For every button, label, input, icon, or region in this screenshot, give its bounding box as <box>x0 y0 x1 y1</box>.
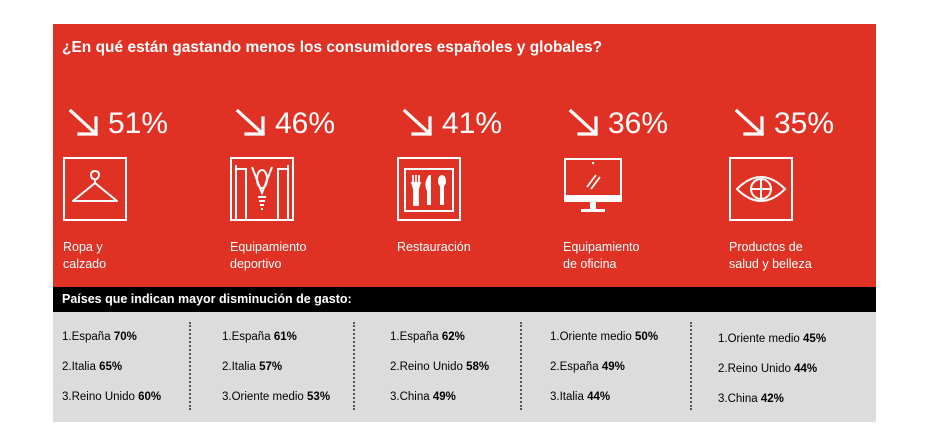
category-label: Productos de salud y belleza <box>729 240 812 271</box>
category-restaurants: 41% Restauración <box>387 104 547 284</box>
percent-value: 41% <box>442 107 503 140</box>
countries-column: 1.España 61% 2.Italia 57% 3.Oriente medi… <box>222 330 382 420</box>
country-entry: 1.España 62% <box>390 331 465 343</box>
percent-row: 46% <box>233 104 335 144</box>
country-entry: 2.España 49% <box>550 361 625 373</box>
country-entry: 2.Reino Unido 58% <box>390 361 490 373</box>
country-entry: 3.Italia 44% <box>550 391 611 403</box>
category-office: 36% Equipamiento de oficina <box>553 104 713 284</box>
countries-column: 1.España 70% 2.Italia 65% 3.Reino Unido … <box>62 330 222 420</box>
percent-value: 46% <box>275 107 336 140</box>
country-entry: 3.Reino Unido 60% <box>62 391 162 403</box>
arrow-down-right-icon <box>68 108 99 137</box>
country-entry: 2.Italia 57% <box>222 361 283 373</box>
category-clothing: 51% Ropa y calzado <box>53 104 213 284</box>
category-label: Equipamiento de oficina <box>563 240 640 271</box>
arrow-down-right-icon <box>402 108 433 137</box>
country-entry: 1.España 70% <box>62 331 137 343</box>
percent-value: 35% <box>774 107 835 140</box>
column-separator <box>690 322 692 410</box>
infographic-panel: ¿En qué están gastando menos los consumi… <box>53 24 876 422</box>
arrow-down-right-icon <box>235 108 266 137</box>
column-separator <box>353 322 355 410</box>
country-entry: 1.España 61% <box>222 331 297 343</box>
country-entry: 2.Italia 65% <box>62 361 123 373</box>
category-health-beauty: 35% Productos de salud y belleza <box>719 104 879 284</box>
percent-row: 36% <box>566 104 668 144</box>
countries-column: 1.Oriente medio 50% 2.España 49% 3.Itali… <box>550 330 710 420</box>
category-label: Ropa y calzado <box>63 240 107 271</box>
column-separator <box>520 322 522 410</box>
percent-row: 51% <box>66 104 168 144</box>
country-entry: 3.China 42% <box>718 393 784 405</box>
category-label: Restauración <box>397 240 471 254</box>
percent-row: 35% <box>732 104 834 144</box>
hanger-icon <box>63 157 127 221</box>
arrow-down-right-icon <box>568 108 599 137</box>
sports-jersey-icon <box>230 157 294 221</box>
infographic-title: ¿En qué están gastando menos los consumi… <box>62 39 603 56</box>
countries-column: 1.Oriente medio 45% 2.Reino Unido 44% 3.… <box>718 332 878 422</box>
red-section: ¿En qué están gastando menos los consumi… <box>53 24 876 287</box>
country-entry: 3.China 49% <box>390 391 456 403</box>
country-entry: 2.Reino Unido 44% <box>718 363 818 375</box>
country-entry: 1.Oriente medio 45% <box>718 333 827 345</box>
percent-value: 36% <box>608 107 669 140</box>
country-entry: 1.Oriente medio 50% <box>550 331 659 343</box>
column-separator <box>189 322 191 410</box>
category-label: Equipamiento deportivo <box>230 240 307 271</box>
category-sports: 46% Equipamiento deportivo <box>220 104 380 284</box>
monitor-icon <box>563 157 627 221</box>
countries-header: Países que indican mayor disminución de … <box>62 292 352 306</box>
countries-column: 1.España 62% 2.Reino Unido 58% 3.China 4… <box>390 330 550 420</box>
percent-row: 41% <box>400 104 502 144</box>
countries-header-bar: Países que indican mayor disminución de … <box>53 287 876 312</box>
percent-value: 51% <box>108 107 169 140</box>
eye-icon <box>729 157 793 221</box>
cutlery-icon <box>397 157 461 221</box>
countries-table: 1.España 70% 2.Italia 65% 3.Reino Unido … <box>53 312 876 422</box>
arrow-down-right-icon <box>734 108 765 137</box>
country-entry: 3.Oriente medio 53% <box>222 391 331 403</box>
